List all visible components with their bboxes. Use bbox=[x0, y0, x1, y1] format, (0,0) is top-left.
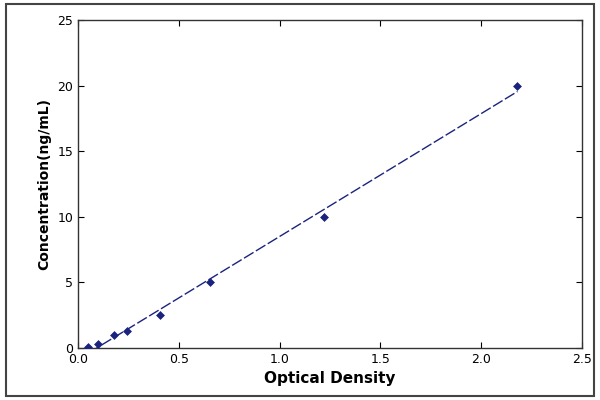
Point bbox=[83, 344, 93, 350]
Point bbox=[512, 82, 522, 89]
Point bbox=[319, 214, 329, 220]
Point bbox=[93, 341, 103, 347]
Point bbox=[155, 312, 164, 318]
Point bbox=[109, 332, 119, 338]
Y-axis label: Concentration(ng/mL): Concentration(ng/mL) bbox=[38, 98, 52, 270]
Point bbox=[122, 328, 132, 334]
X-axis label: Optical Density: Optical Density bbox=[264, 372, 396, 386]
Point bbox=[205, 279, 215, 286]
